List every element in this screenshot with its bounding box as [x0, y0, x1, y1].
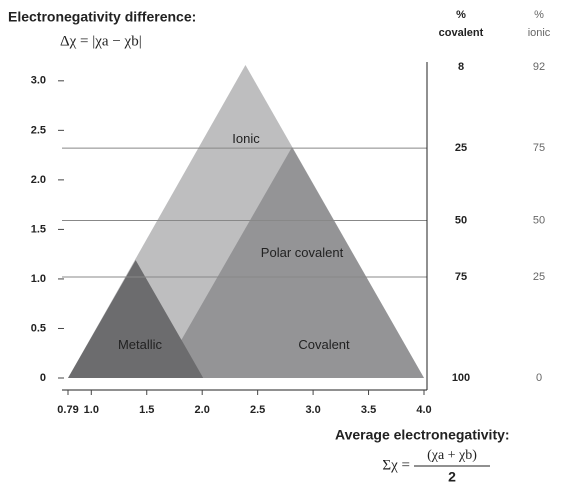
- covalent-label: 8: [458, 61, 464, 73]
- scale-header: covalent: [439, 27, 484, 39]
- covalent-label: 50: [455, 214, 467, 226]
- x-title: Average electronegativity:: [335, 427, 510, 443]
- chart-title: Electronegativity difference:: [8, 9, 196, 25]
- region-label: Polar covalent: [260, 245, 344, 260]
- x-tick-label: 2.0: [195, 404, 210, 416]
- scale-header: %: [534, 9, 544, 21]
- y-tick-label: 2.0: [31, 174, 46, 186]
- x-tick-label: 1.0: [84, 404, 99, 416]
- scale-header: ionic: [528, 27, 551, 39]
- region-label: Metallic: [117, 337, 163, 352]
- x-tick-label: 3.0: [305, 404, 320, 416]
- x-tick-label: 3.5: [361, 404, 376, 416]
- ionic-label: 25: [533, 271, 545, 283]
- y-tick-label: 1.5: [31, 223, 46, 235]
- y-tick-label: 2.5: [31, 124, 46, 136]
- y-tick-label: 0: [40, 372, 46, 384]
- y-tick-label: 3.0: [31, 75, 46, 87]
- ionic-label: 0: [536, 372, 542, 384]
- region: [68, 260, 204, 378]
- y-tick-label: 0.5: [31, 322, 46, 334]
- x-formula-lhs: Σχ =: [382, 457, 410, 473]
- x-tick-label: 0.79: [57, 404, 78, 416]
- ionic-label: 75: [533, 142, 545, 154]
- covalent-label: 100: [452, 372, 470, 384]
- x-tick-label: 2.5: [250, 404, 265, 416]
- covalent-label: 25: [455, 142, 467, 154]
- region-label: Ionic: [232, 131, 260, 146]
- y-tick-label: 1.0: [31, 273, 46, 285]
- x-formula-denominator: 2: [448, 469, 456, 485]
- scale-header: %: [456, 9, 466, 21]
- x-formula-numerator: (χa + χb): [427, 448, 477, 463]
- y-formula: Δχ = |χa − χb|: [60, 33, 142, 49]
- region-label: Covalent: [298, 337, 350, 352]
- covalent-label: 75: [455, 271, 467, 283]
- region: [181, 147, 424, 378]
- ionic-label: 50: [533, 214, 545, 226]
- x-tick-label: 1.5: [139, 404, 154, 416]
- ionic-label: 92: [533, 61, 545, 73]
- x-tick-label: 4.0: [416, 404, 431, 416]
